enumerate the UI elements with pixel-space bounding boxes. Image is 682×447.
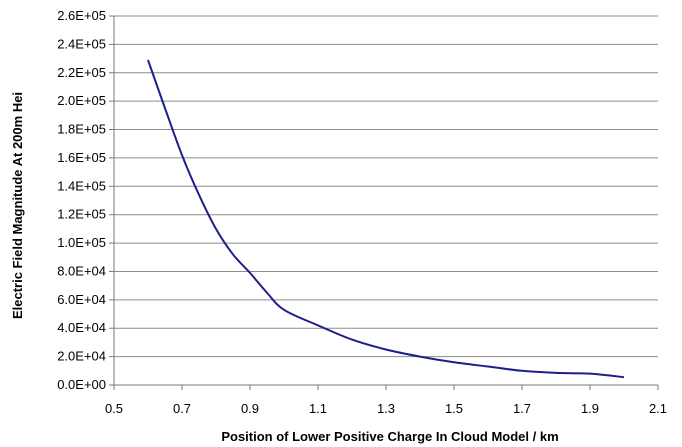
y-tick-label: 4.0E+04 <box>57 320 106 335</box>
x-tick-label: 0.5 <box>105 401 123 416</box>
y-tick-label: 2.4E+05 <box>57 36 106 51</box>
y-tick-label: 1.2E+05 <box>57 207 106 222</box>
y-axis-title: Electric Field Magnitude At 200m Hei <box>10 92 25 319</box>
y-tick-label: 1.6E+05 <box>57 150 106 165</box>
y-tick-label: 8.0E+04 <box>57 263 106 278</box>
y-tick-label: 2.0E+04 <box>57 349 106 364</box>
tick-labels: 0.0E+00 2.0E+04 4.0E+04 6.0E+04 8.0E+04 1.0E+… <box>57 8 667 416</box>
x-tick-label: 1.7 <box>513 401 531 416</box>
axes <box>109 15 659 390</box>
y-tick-label: 1.8E+05 <box>57 122 106 137</box>
y-tick-label: 2.6E+05 <box>57 8 106 23</box>
series-line <box>147 59 625 379</box>
x-tick-label: 1.3 <box>377 401 395 416</box>
y-tick-label: 6.0E+04 <box>57 292 106 307</box>
x-tick-label: 1.1 <box>309 401 327 416</box>
series <box>147 59 625 379</box>
y-tick-label: 2.2E+05 <box>57 65 106 80</box>
x-tick-label: 2.1 <box>649 401 667 416</box>
y-tick-label: 1.4E+05 <box>57 178 106 193</box>
gridlines <box>114 15 658 358</box>
x-tick-label: 1.9 <box>581 401 599 416</box>
x-tick-label: 1.5 <box>445 401 463 416</box>
y-tick-label: 2.0E+05 <box>57 93 106 108</box>
x-tick-label: 0.7 <box>173 401 191 416</box>
x-tick-label: 0.9 <box>241 401 259 416</box>
y-tick-label: 0.0E+00 <box>57 377 106 392</box>
x-axis-title: Position of Lower Positive Charge In Clo… <box>221 429 558 444</box>
y-tick-label: 1.0E+05 <box>57 235 106 250</box>
